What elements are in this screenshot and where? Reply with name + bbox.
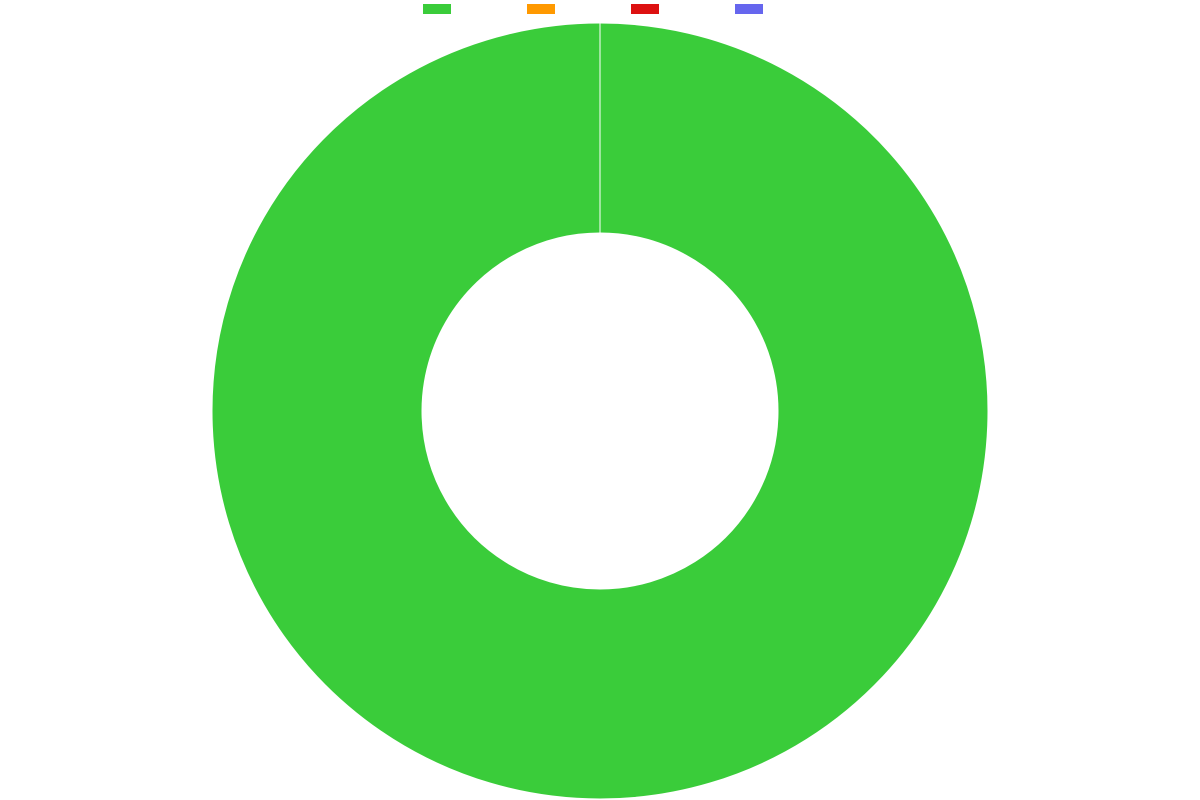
legend-item[interactable] [527, 3, 569, 15]
legend-swatch [527, 4, 555, 14]
legend-label [561, 3, 569, 15]
donut-chart [0, 22, 1200, 800]
legend-item[interactable] [631, 3, 673, 15]
donut-svg [0, 22, 1200, 800]
legend-label [665, 3, 673, 15]
legend-item[interactable] [423, 3, 465, 15]
legend-label [769, 3, 777, 15]
legend-label [457, 3, 465, 15]
legend-swatch [631, 4, 659, 14]
legend-swatch [735, 4, 763, 14]
chart-frame [0, 0, 1200, 800]
legend-swatch [423, 4, 451, 14]
legend-item[interactable] [735, 3, 777, 15]
legend [0, 3, 1200, 15]
